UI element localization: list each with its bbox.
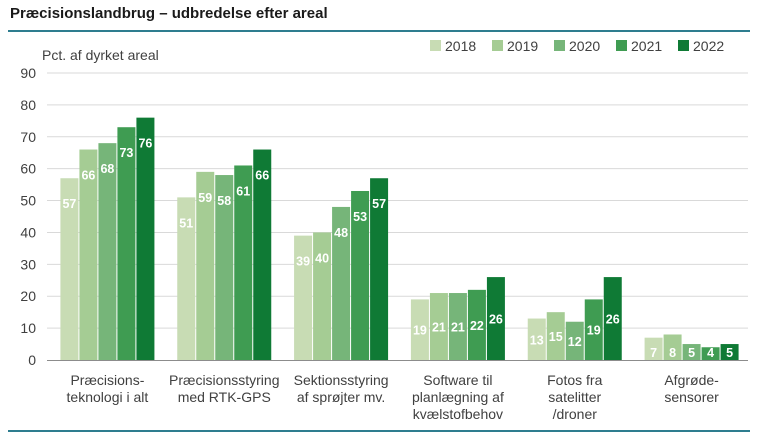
bar: [60, 178, 79, 360]
bar-value-label: 58: [217, 194, 231, 208]
bar: [351, 190, 370, 360]
y-tick-label: 50: [20, 193, 36, 209]
legend-swatch: [430, 40, 441, 51]
bar-value-label: 39: [296, 255, 310, 269]
bar-value-label: 59: [198, 191, 212, 205]
x-category-label: Software til: [423, 372, 492, 388]
y-tick-label: 30: [20, 256, 36, 272]
bar: [79, 149, 98, 360]
bar: [410, 299, 429, 360]
bar: [370, 178, 389, 360]
y-tick-label: 80: [20, 97, 36, 113]
y-tick-label: 60: [20, 161, 36, 177]
bar-value-label: 22: [470, 319, 484, 333]
x-category-label: sensorer: [664, 389, 719, 405]
bar: [177, 197, 196, 360]
bar: [98, 143, 117, 360]
bar: [117, 127, 136, 360]
bar: [682, 344, 701, 360]
bar-value-label: 48: [334, 226, 348, 240]
legend-swatch: [678, 40, 689, 51]
bar: [467, 289, 486, 360]
x-category-label: planlægning af: [412, 389, 504, 405]
bar: [313, 232, 332, 360]
x-category-label: satelitter: [548, 389, 601, 405]
y-axis-label: Pct. af dyrket areal: [42, 47, 159, 63]
top-rule: [8, 30, 750, 32]
x-category-label: teknologi i alt: [67, 389, 149, 405]
bar-value-label: 12: [568, 335, 582, 349]
bar-value-label: 7: [650, 346, 657, 360]
bar: [663, 334, 682, 360]
bar: [215, 175, 234, 360]
chart-title: Præcisionslandbrug – udbredelse efter ar…: [10, 5, 328, 22]
bar-value-label: 15: [549, 330, 563, 344]
x-category-label: Præcisions-: [70, 372, 144, 388]
legend-label: 2018: [445, 38, 476, 54]
bar-value-label: 8: [669, 346, 676, 360]
y-tick-label: 90: [20, 65, 36, 81]
bar: [546, 312, 565, 360]
legend-swatch: [492, 40, 503, 51]
bar: [565, 321, 584, 360]
y-tick-label: 10: [20, 320, 36, 336]
y-tick-label: 70: [20, 129, 36, 145]
y-tick-label: 40: [20, 224, 36, 240]
bar-value-label: 66: [81, 169, 95, 183]
bar-value-label: 66: [255, 169, 269, 183]
bar-value-label: 26: [606, 313, 620, 327]
legend-label: 2022: [693, 38, 724, 54]
bar-value-label: 19: [413, 324, 427, 338]
bar: [429, 293, 448, 360]
bar: [136, 117, 155, 361]
bar: [294, 235, 313, 360]
x-category-label: Fotos fra: [547, 372, 602, 388]
y-tick-label: 0: [28, 352, 36, 368]
bar: [448, 293, 467, 360]
bar-value-label: 51: [179, 216, 193, 230]
x-category-label: /droner: [553, 406, 598, 422]
bar-value-label: 21: [432, 321, 446, 335]
bar-value-label: 73: [119, 146, 133, 160]
bar-value-label: 61: [236, 184, 250, 198]
bar: [720, 344, 739, 360]
bar-value-label: 68: [100, 162, 114, 176]
bar-value-label: 4: [707, 346, 714, 360]
bar: [332, 206, 351, 360]
bottom-rule: [8, 430, 750, 432]
bar-value-label: 53: [353, 210, 367, 224]
bar: [234, 165, 253, 360]
bar: [486, 277, 505, 360]
bar-value-label: 57: [62, 197, 76, 211]
x-category-label: af sprøjter mv.: [297, 389, 385, 405]
bar-value-label: 13: [530, 333, 544, 347]
y-tick-label: 20: [20, 288, 36, 304]
bar: [603, 277, 622, 360]
bar: [196, 171, 215, 360]
bar: [701, 347, 720, 360]
x-category-label: Afgrøde-: [664, 372, 719, 388]
legend-label: 2020: [569, 38, 600, 54]
x-category-label: Præcisionsstyring: [169, 372, 279, 388]
bar: [584, 299, 603, 360]
bar-value-label: 5: [688, 346, 695, 360]
legend-swatch: [554, 40, 565, 51]
bar-value-label: 57: [372, 197, 386, 211]
bar: [527, 318, 546, 360]
x-category-label: med RTK-GPS: [178, 389, 271, 405]
x-category-label: kvælstofbehov: [413, 406, 503, 422]
bar-value-label: 19: [587, 324, 601, 338]
bar-value-label: 76: [138, 137, 152, 151]
bar-value-label: 26: [489, 313, 503, 327]
bar: [253, 149, 272, 360]
bar: [644, 337, 663, 360]
legend-label: 2019: [507, 38, 538, 54]
legend-label: 2021: [631, 38, 662, 54]
bar-value-label: 21: [451, 321, 465, 335]
bar-value-label: 40: [315, 251, 329, 265]
bar-value-label: 5: [726, 346, 733, 360]
x-category-label: Sektionsstyring: [294, 372, 389, 388]
legend-swatch: [616, 40, 627, 51]
